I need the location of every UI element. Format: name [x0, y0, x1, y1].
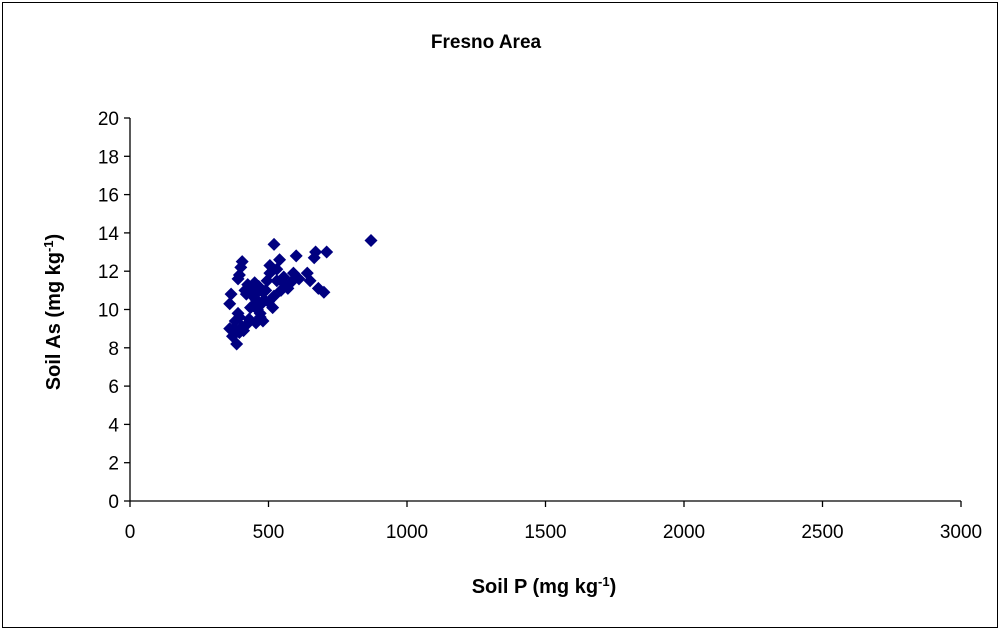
x-ticks: 0 500 1000 1500 2000 2500 3000 [125, 501, 982, 543]
y-tick-label: 2 [108, 454, 119, 475]
data-point [223, 297, 237, 311]
data-point [300, 266, 314, 280]
y-axis-label-main: Soil As (mg kg [43, 252, 65, 390]
data-point [232, 310, 246, 324]
x-tick-label: 3000 [940, 522, 982, 543]
data-points [223, 234, 378, 351]
y-tick-label: 6 [108, 377, 119, 398]
x-tick-label: 1500 [524, 522, 566, 543]
y-tick-label: 0 [108, 492, 119, 513]
y-axis-label-end: ) [43, 234, 65, 241]
data-point [364, 234, 378, 248]
y-axis-label-sup: -1 [41, 240, 56, 252]
y-ticks: 0 2 4 6 8 10 12 14 16 18 20 [98, 109, 130, 513]
data-point [238, 283, 252, 297]
y-tick-label: 12 [98, 262, 119, 283]
data-point [267, 237, 281, 251]
x-axis-label-end: ) [610, 576, 617, 598]
x-axis-label: Soil P (mg kg-1) [472, 574, 617, 599]
data-point [273, 253, 287, 267]
data-point [260, 274, 274, 288]
data-point [223, 322, 237, 336]
y-tick-label: 8 [108, 339, 119, 360]
x-axis-label-main: Soil P (mg kg [472, 576, 598, 598]
y-axis-label: Soil As (mg kg-1) [41, 234, 66, 390]
x-axis-label-sup: -1 [598, 574, 610, 589]
data-point [270, 262, 284, 276]
data-point [248, 276, 262, 290]
y-tick-label: 18 [98, 147, 119, 168]
data-point [262, 295, 275, 309]
data-point [289, 249, 303, 263]
y-tick-label: 10 [98, 301, 119, 322]
x-tick-label: 1000 [386, 522, 428, 543]
x-tick-label: 2000 [663, 522, 705, 543]
data-point [231, 272, 245, 286]
chart-title: Fresno Area [431, 32, 542, 53]
x-tick-label: 2500 [801, 522, 843, 543]
y-tick-label: 16 [98, 186, 119, 207]
data-point [311, 281, 325, 295]
data-point [239, 318, 253, 332]
y-tick-label: 4 [108, 415, 119, 436]
data-point [243, 301, 257, 315]
x-tick-label: 0 [125, 522, 136, 543]
data-point [270, 274, 284, 288]
data-point [307, 251, 321, 265]
data-point [224, 287, 238, 301]
data-point [256, 314, 270, 328]
x-tick-label: 500 [253, 522, 285, 543]
data-point [286, 266, 300, 280]
data-point [250, 285, 264, 299]
y-tick-label: 14 [98, 224, 120, 245]
y-tick-label: 20 [98, 109, 119, 130]
data-point [320, 245, 334, 259]
